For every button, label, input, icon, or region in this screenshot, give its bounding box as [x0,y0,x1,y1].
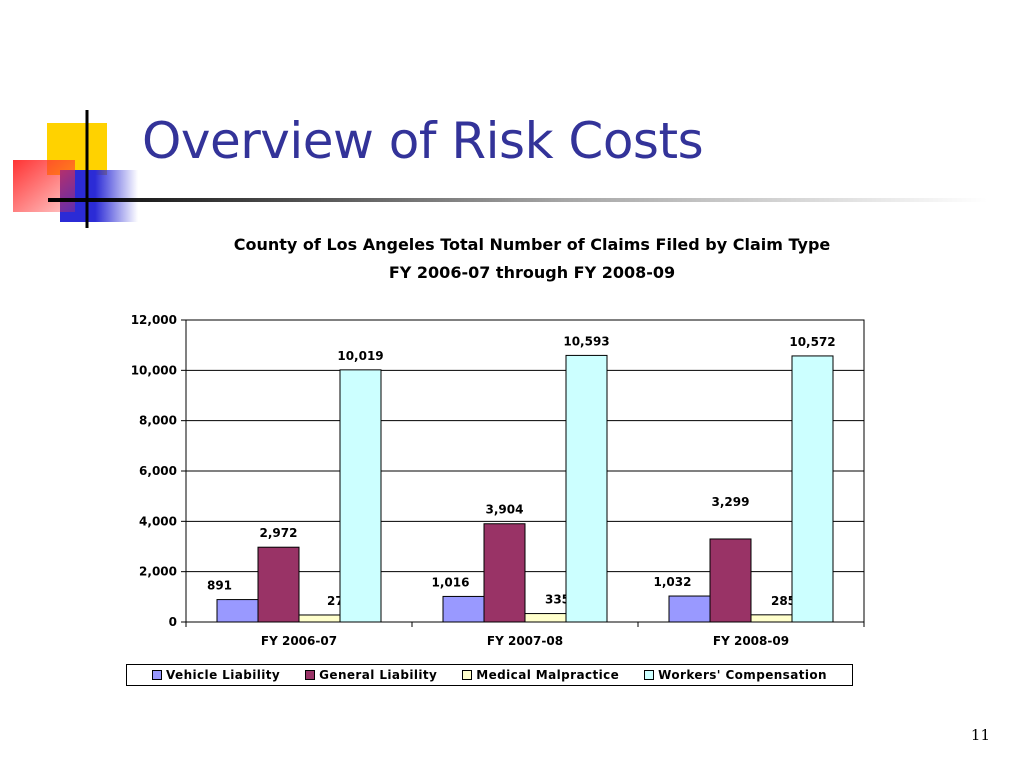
title-decoration [13,110,138,228]
data-label: 3,299 [712,495,750,509]
data-label: 335 [545,593,570,607]
data-label: 1,016 [432,575,470,589]
legend-label: Workers' Compensation [658,668,827,682]
data-label: 10,019 [337,349,383,363]
chart-subtitle: FY 2006-07 through FY 2008-09 [388,263,676,282]
x-tick-label: FY 2006-07 [261,634,337,648]
x-tick-label: FY 2008-09 [713,634,789,648]
y-tick-label: 4,000 [139,514,177,528]
bar-vehicle-liability [216,599,259,623]
data-label: 10,593 [563,334,609,348]
legend-item: Medical Malpractice [462,668,619,682]
legend-label: General Liability [319,668,438,682]
bar-general-liability [483,523,526,623]
legend-swatch [305,670,316,680]
legend-swatch [644,670,655,680]
title-underline [48,198,988,202]
y-tick-label: 8,000 [139,414,177,428]
legend-swatch [462,670,473,680]
y-tick-label: 6,000 [139,464,177,478]
data-label: 285 [771,594,796,608]
bar-general-liability [257,546,300,623]
y-tick-label: 2,000 [139,565,177,579]
bar-workers-compensation [791,355,834,623]
legend-item: General Liability [305,668,437,682]
data-label: 1,032 [654,575,692,589]
y-tick-label: 0 [169,615,177,629]
chart-title: County of Los Angeles Total Number of Cl… [233,235,831,254]
bar-workers-compensation [339,369,382,623]
data-label: 3,904 [486,503,524,517]
bar-medical-malpractice [750,614,793,623]
x-tick-label: FY 2007-08 [487,634,563,648]
chart-legend: Vehicle Liability General Liability Medica… [126,664,853,686]
bar-general-liability [709,538,752,623]
data-label: 891 [207,579,232,593]
legend-label: Vehicle Liability [166,668,281,682]
legend-label: Medical Malpractice [476,668,620,682]
legend-item: Workers' Compensation [644,668,827,682]
bar-medical-malpractice [524,613,567,623]
slide-title: Overview of Risk Costs [142,112,704,170]
bar-workers-compensation [565,354,608,623]
bar-vehicle-liability [668,595,711,623]
page-number: 11 [970,726,990,744]
bar-vehicle-liability [442,595,485,623]
y-tick-label: 10,000 [131,363,177,377]
y-tick-label: 12,000 [131,313,177,327]
data-label: 2,972 [260,526,298,540]
legend-item: Vehicle Liability [152,668,280,682]
data-label: 10,572 [789,335,835,349]
deco-red-square [13,160,75,212]
legend-swatch [152,670,163,680]
bar-medical-malpractice [298,614,341,623]
